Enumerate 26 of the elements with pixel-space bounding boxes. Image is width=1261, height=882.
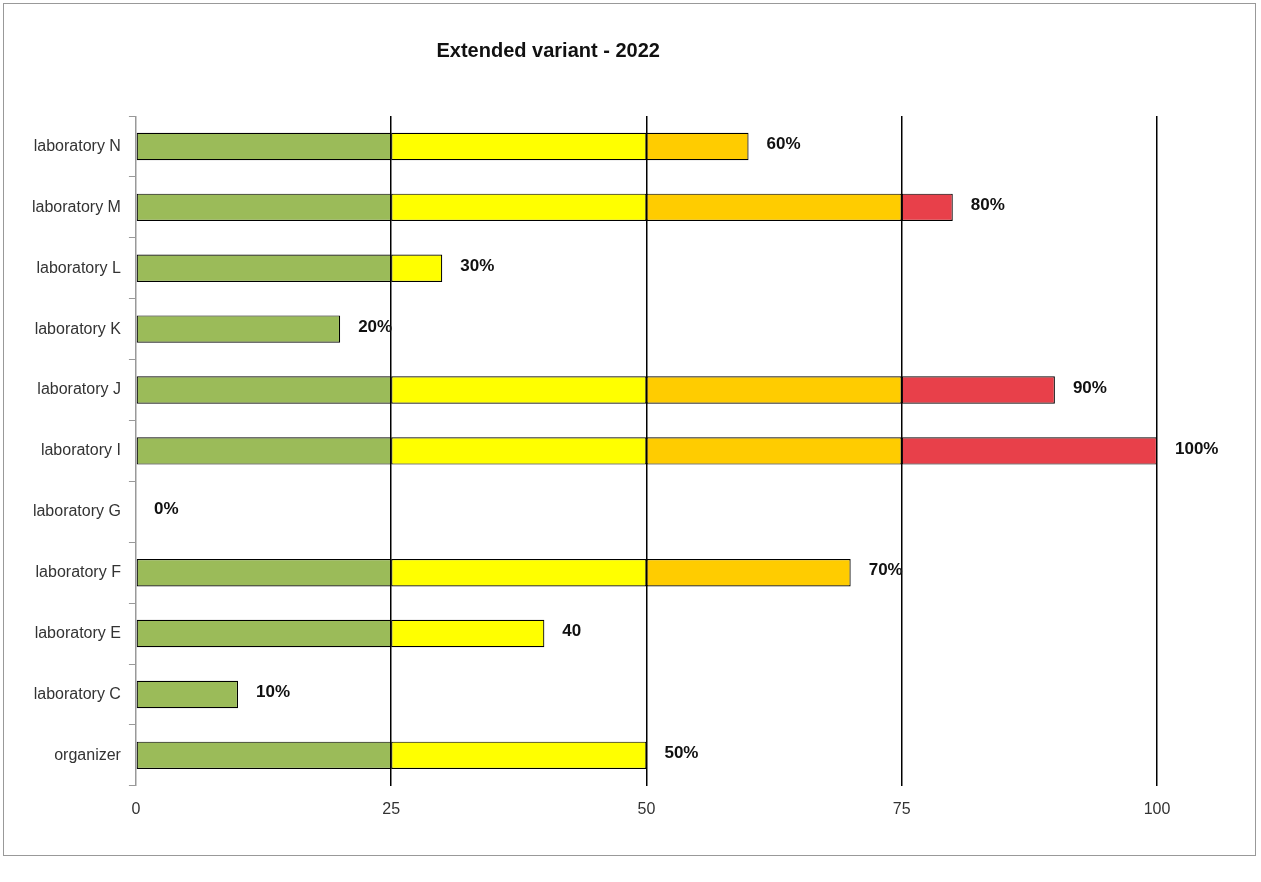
y-tick-label: organizer: [54, 745, 122, 763]
total-label: 80%: [970, 195, 1005, 215]
x-tick-label: 50: [637, 799, 656, 817]
y-tick-label: laboratory G: [32, 502, 121, 520]
x-tick-label: 100: [1143, 799, 1171, 817]
total-label: 60%: [766, 134, 801, 154]
y-tick-label: laboratory E: [34, 623, 121, 641]
y-tick-label: laboratory M: [32, 197, 121, 215]
text: 0%: [153, 499, 179, 519]
chart-title: Extended variant - 2022: [436, 38, 660, 61]
y-tick-label: laboratory K: [34, 319, 122, 337]
total-label: 100%: [1175, 438, 1219, 458]
x-tick-label: 75: [892, 799, 911, 817]
y-tick-label: laboratory C: [33, 684, 121, 702]
total-label: 10%: [256, 682, 291, 702]
x-tick-label: 0: [131, 799, 141, 817]
total-label: 30%: [460, 255, 495, 275]
x-tick-label: 25: [382, 799, 401, 817]
y-tick-label: laboratory F: [35, 563, 122, 581]
total-label: 40: [562, 621, 582, 641]
total-label: 50%: [664, 743, 699, 763]
y-tick-label: laboratory N: [33, 136, 121, 154]
y-tick-label: laboratory J: [37, 380, 121, 398]
y-tick-label: laboratory L: [36, 258, 122, 276]
y-tick-label: laboratory I: [40, 441, 121, 459]
total-label: 90%: [1072, 377, 1107, 397]
